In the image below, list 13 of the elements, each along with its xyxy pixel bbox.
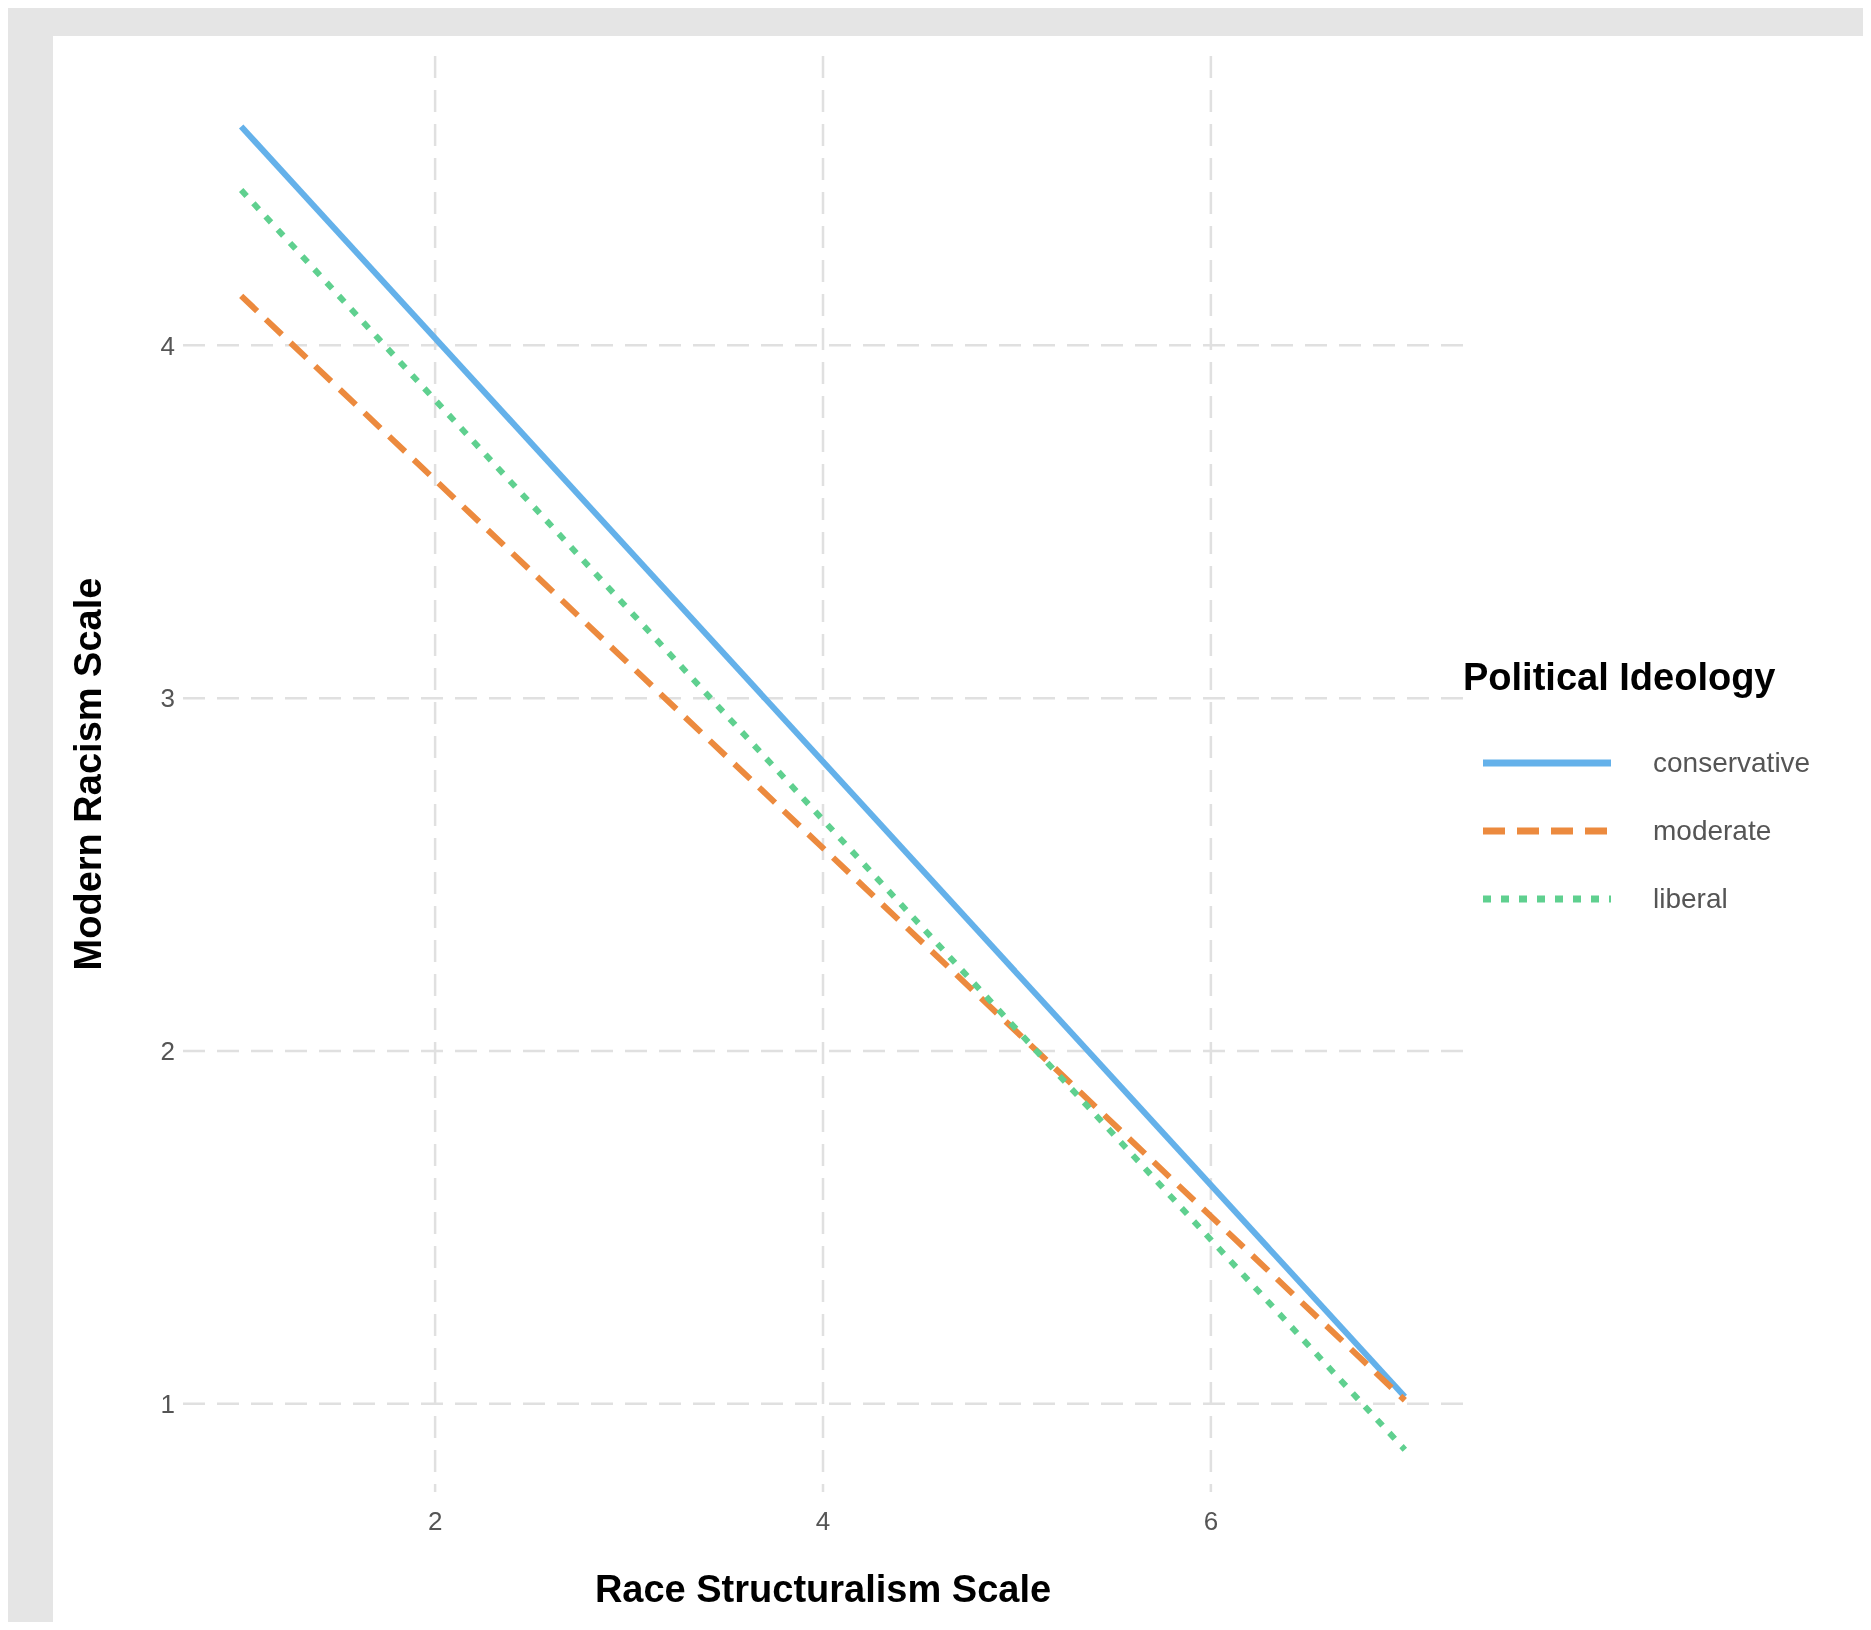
legend-label: liberal: [1653, 883, 1728, 915]
x-tick-label: 2: [427, 1506, 443, 1537]
y-tick-label: 4: [160, 330, 175, 361]
x-axis-title: Race Structuralism Scale: [594, 1568, 1052, 1610]
y-tick-label: 3: [160, 683, 175, 714]
x-tick-label: 4: [815, 1506, 831, 1537]
y-tick-label: 2: [160, 1036, 175, 1067]
legend-title: Political Ideology: [1463, 656, 1777, 699]
legend-label: moderate: [1653, 815, 1772, 847]
legend-label: conservative: [1653, 747, 1811, 779]
y-axis-title: Modern Racism Scale: [67, 577, 110, 971]
y-tick-label: 1: [160, 1389, 175, 1420]
x-tick-label: 6: [1203, 1506, 1219, 1537]
